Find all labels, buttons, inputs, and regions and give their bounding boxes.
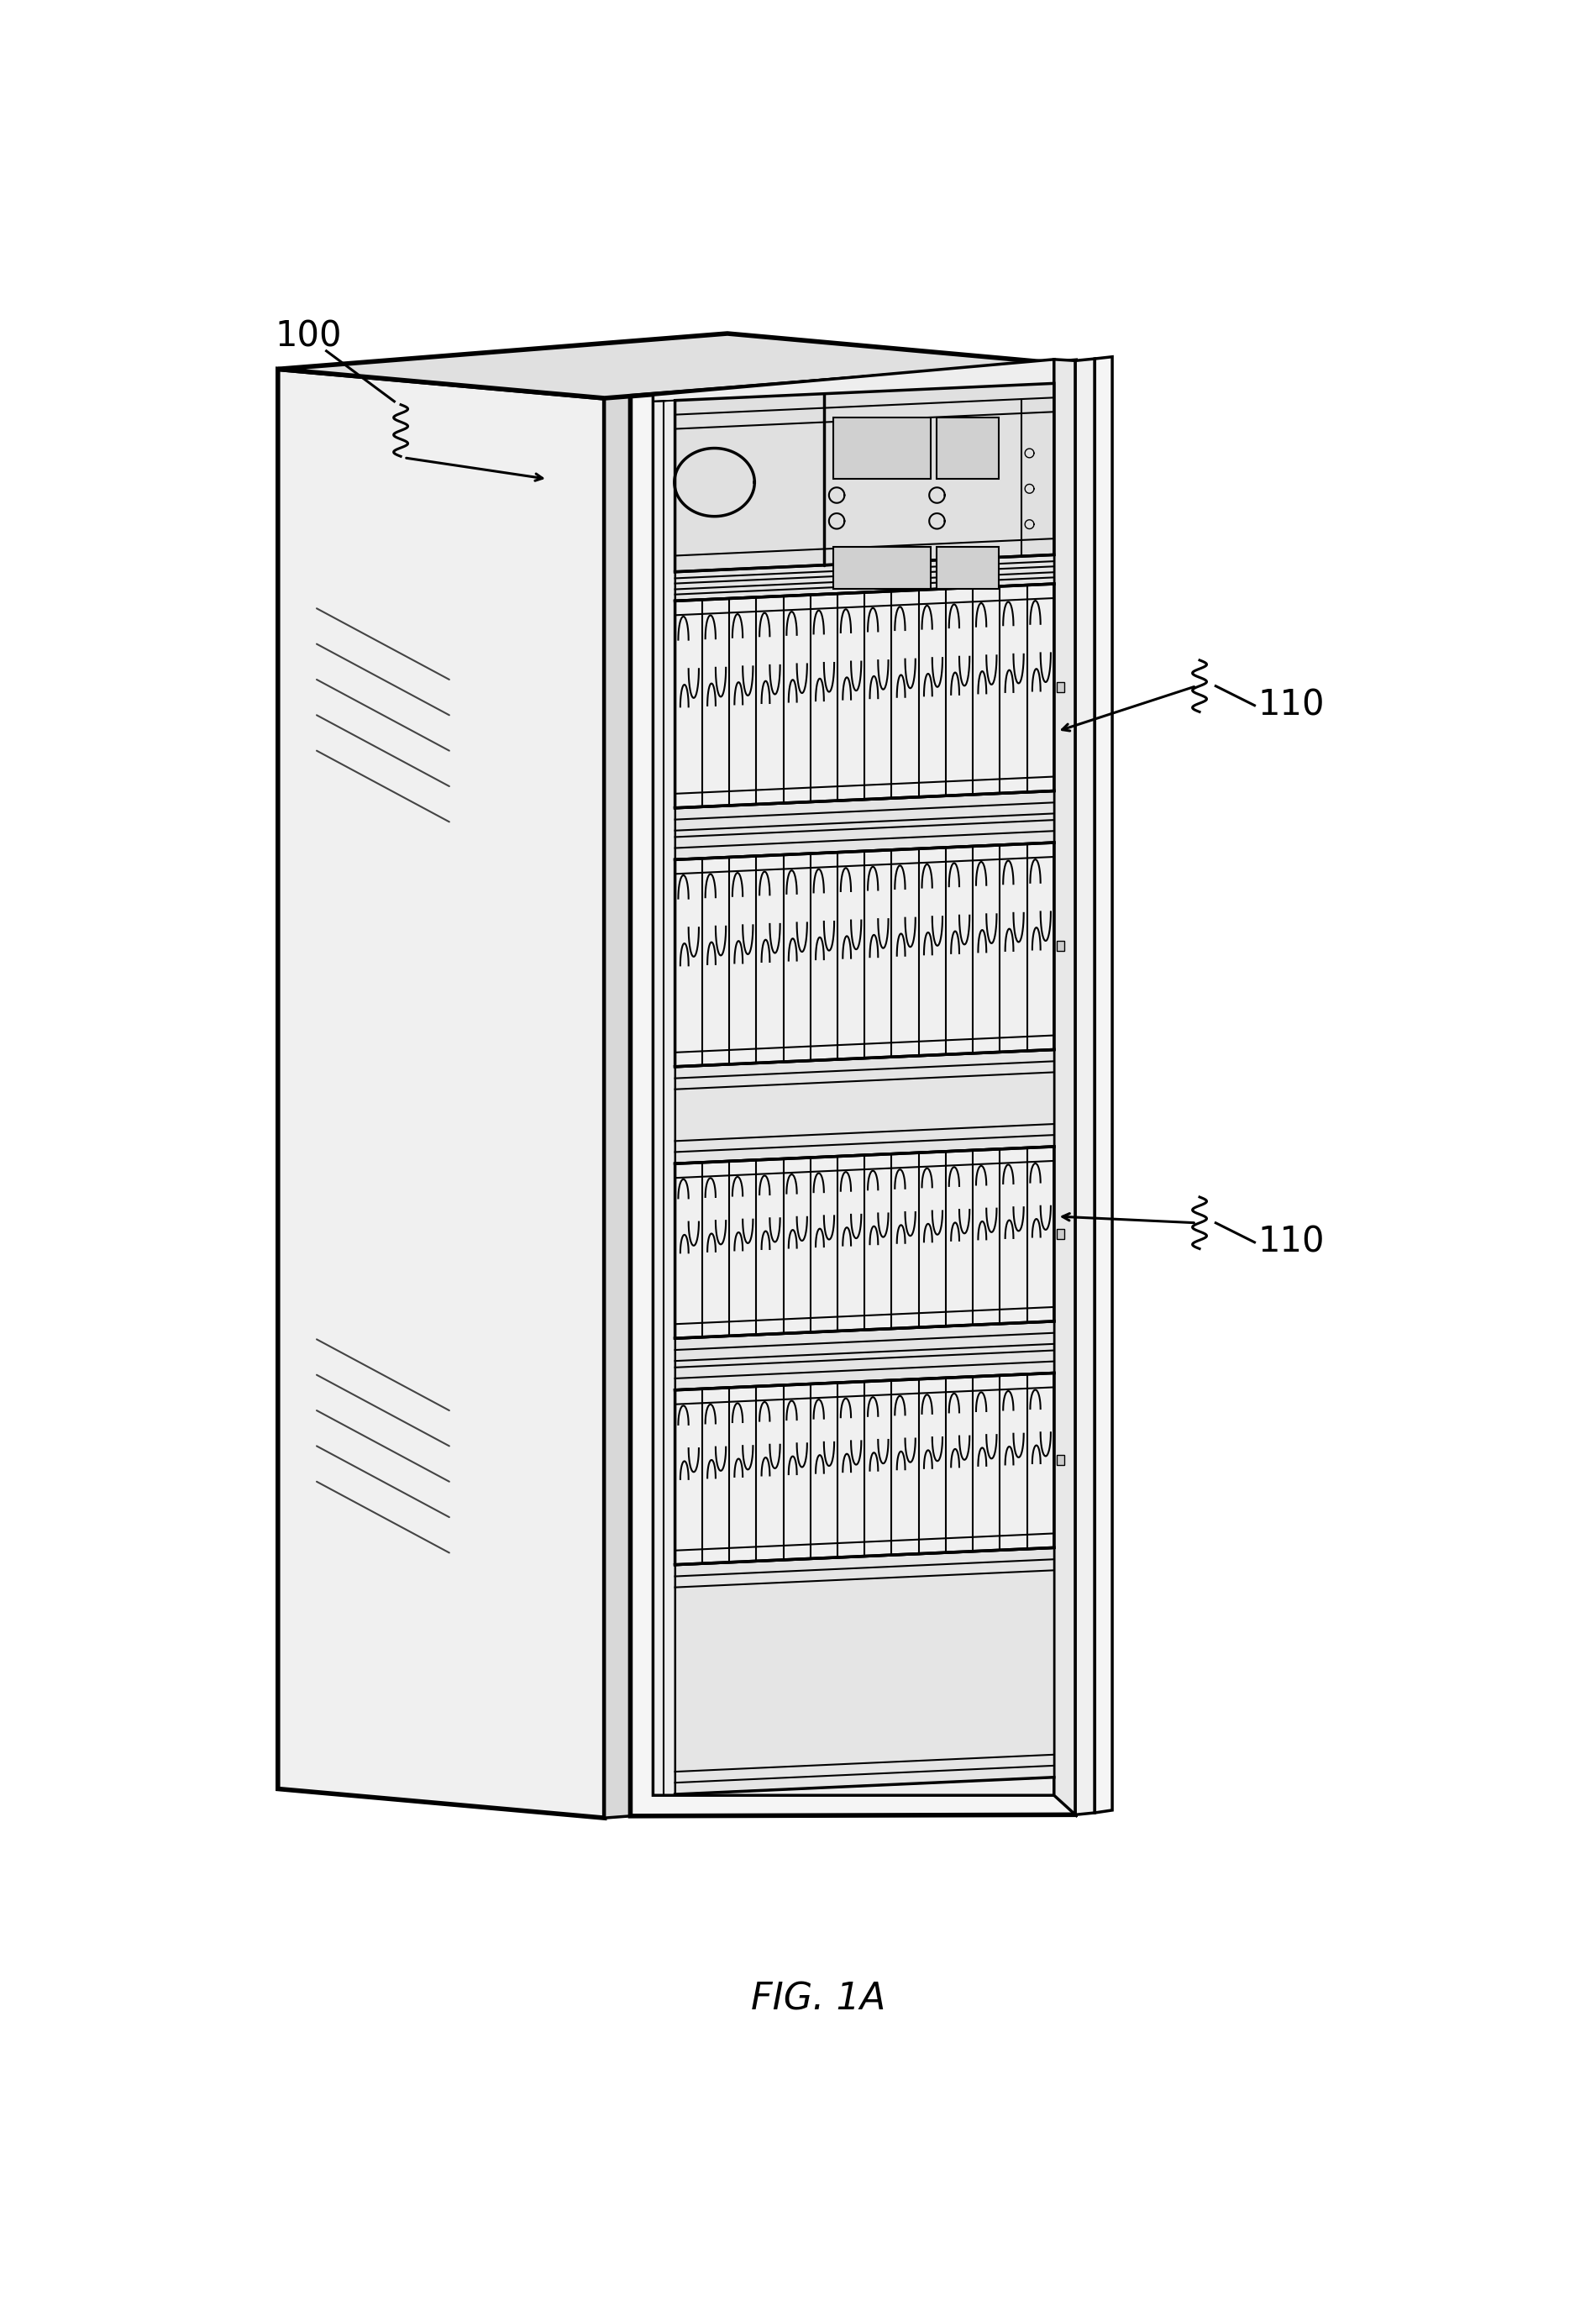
Polygon shape [630, 360, 1076, 1815]
Polygon shape [675, 791, 1053, 859]
Text: 110: 110 [1258, 687, 1325, 724]
Polygon shape [605, 360, 1076, 399]
Polygon shape [278, 334, 1050, 399]
Polygon shape [605, 397, 630, 1817]
Polygon shape [675, 1321, 1053, 1390]
Polygon shape [675, 1049, 1053, 1163]
Bar [937, 418, 999, 478]
Bar [833, 418, 930, 478]
Text: FIG. 1A: FIG. 1A [750, 1982, 886, 2017]
Bar [833, 548, 930, 590]
Polygon shape [653, 360, 1053, 1796]
Text: 110: 110 [1258, 1225, 1325, 1260]
Text: 100: 100 [275, 318, 342, 355]
Bar [1057, 1228, 1065, 1239]
Polygon shape [1076, 360, 1095, 1815]
Polygon shape [675, 1147, 1053, 1339]
Polygon shape [675, 1548, 1053, 1794]
Polygon shape [675, 555, 1053, 601]
Bar [937, 548, 999, 590]
Polygon shape [1095, 357, 1112, 1813]
Bar [1057, 940, 1065, 952]
Polygon shape [675, 843, 1053, 1068]
Polygon shape [675, 585, 1053, 808]
Bar [1057, 682, 1065, 692]
Polygon shape [675, 383, 1053, 571]
Polygon shape [675, 1374, 1053, 1564]
Polygon shape [1053, 360, 1076, 1815]
Polygon shape [278, 369, 605, 1817]
Bar [1057, 1455, 1065, 1465]
